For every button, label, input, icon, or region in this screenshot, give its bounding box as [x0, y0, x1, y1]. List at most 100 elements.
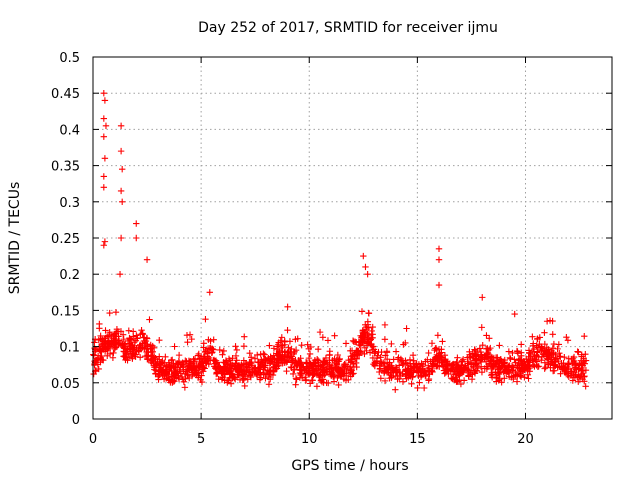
data-point	[195, 350, 202, 358]
data-point	[541, 365, 548, 372]
data-point	[125, 327, 132, 334]
data-point	[477, 363, 485, 370]
data-point	[509, 349, 516, 357]
data-point	[273, 363, 280, 370]
data-point	[102, 122, 110, 129]
data-point	[215, 375, 222, 383]
data-point	[289, 355, 296, 362]
data-point	[376, 368, 383, 376]
data-point	[262, 375, 269, 382]
data-point	[570, 368, 578, 376]
data-point	[488, 369, 496, 377]
data-point	[210, 356, 218, 364]
data-point	[296, 359, 304, 366]
data-point	[154, 358, 161, 366]
y-tick-label: 0.35	[51, 160, 80, 175]
data-point	[322, 354, 330, 362]
data-point	[252, 365, 259, 372]
data-point	[467, 367, 475, 374]
data-point	[232, 352, 240, 360]
data-point	[582, 383, 589, 390]
data-point	[456, 369, 464, 376]
data-point	[319, 361, 326, 368]
data-point	[361, 344, 369, 352]
data-point	[117, 328, 125, 335]
data-point	[287, 363, 295, 371]
data-point	[471, 346, 478, 353]
data-point	[575, 378, 582, 385]
data-point	[102, 341, 109, 348]
data-point	[495, 377, 503, 384]
data-point	[529, 342, 537, 349]
data-point	[148, 357, 156, 364]
data-point	[506, 354, 514, 362]
data-point	[549, 367, 557, 375]
data-point	[227, 369, 234, 377]
data-point	[549, 345, 557, 352]
data-point	[317, 377, 325, 384]
data-point	[364, 330, 371, 338]
data-point	[377, 375, 385, 382]
data-point	[142, 345, 150, 353]
data-point	[214, 370, 221, 377]
data-point	[570, 353, 578, 361]
data-point	[505, 363, 512, 371]
data-point	[233, 357, 240, 364]
data-point	[163, 369, 170, 377]
data-point	[381, 321, 389, 329]
data-point	[392, 386, 399, 393]
data-point	[206, 289, 213, 296]
data-points	[90, 90, 590, 393]
data-point	[518, 341, 525, 348]
data-point	[402, 339, 409, 347]
data-point	[179, 364, 187, 371]
data-point	[180, 378, 188, 386]
y-axis-label: SRMTID / TECUs	[7, 182, 23, 295]
data-point	[406, 356, 414, 363]
data-point	[286, 338, 294, 345]
data-point	[319, 334, 327, 341]
data-point	[434, 332, 442, 339]
data-point	[572, 361, 580, 368]
data-point	[118, 340, 126, 347]
y-tick-label: 0.2	[59, 268, 80, 283]
data-point	[236, 376, 244, 384]
data-point	[226, 364, 233, 371]
data-point	[146, 316, 153, 323]
data-point	[351, 352, 358, 360]
data-point	[581, 333, 588, 340]
data-point	[340, 369, 347, 377]
data-point	[465, 360, 472, 367]
y-tick-label: 0.3	[59, 196, 80, 211]
data-point	[181, 384, 189, 391]
data-point	[206, 345, 213, 352]
data-point	[403, 325, 410, 332]
data-point	[430, 361, 438, 368]
data-point	[131, 344, 138, 351]
data-point	[131, 339, 138, 346]
data-point	[377, 360, 384, 367]
data-point	[152, 354, 159, 362]
data-point	[404, 361, 411, 369]
data-point	[461, 362, 469, 369]
data-point	[188, 335, 195, 343]
data-point	[281, 348, 289, 356]
data-point	[330, 378, 338, 385]
data-point	[543, 318, 551, 325]
data-point	[432, 345, 439, 352]
data-point	[215, 364, 223, 371]
data-point	[130, 333, 137, 340]
data-point	[232, 364, 240, 372]
data-point	[309, 365, 317, 372]
data-point	[454, 364, 461, 371]
data-point	[183, 368, 191, 375]
data-point	[373, 355, 381, 362]
data-point	[135, 347, 143, 354]
data-point	[575, 349, 582, 356]
data-point	[100, 242, 108, 249]
x-axis-label: GPS time / hours	[291, 458, 408, 474]
data-point	[291, 366, 298, 374]
data-point	[331, 332, 338, 339]
data-point	[524, 371, 531, 379]
